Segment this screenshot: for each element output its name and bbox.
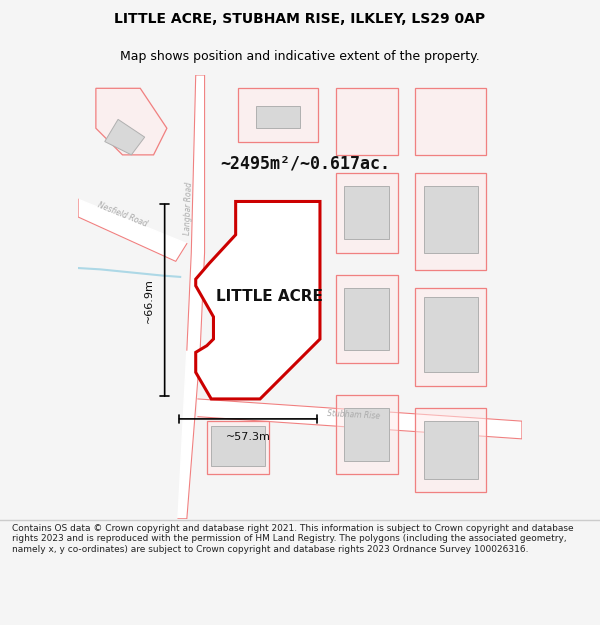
Polygon shape [415,88,487,155]
Polygon shape [196,201,320,399]
Polygon shape [211,426,265,466]
Polygon shape [344,288,389,350]
Polygon shape [178,75,205,519]
Polygon shape [224,292,260,332]
Text: LITTLE ACRE, STUBHAM RISE, ILKLEY, LS29 0AP: LITTLE ACRE, STUBHAM RISE, ILKLEY, LS29 … [115,12,485,26]
Text: Stubham Rise: Stubham Rise [326,409,380,421]
Polygon shape [238,88,318,141]
Polygon shape [198,399,522,439]
Polygon shape [344,408,389,461]
Text: ~57.3m: ~57.3m [226,432,271,442]
Text: ~66.9m: ~66.9m [143,278,154,322]
Polygon shape [335,394,398,474]
Text: Langbar Road: Langbar Road [183,181,194,235]
Polygon shape [424,421,478,479]
Text: Nesfield Road: Nesfield Road [97,201,149,229]
Text: Map shows position and indicative extent of the property.: Map shows position and indicative extent… [120,50,480,62]
Text: LITTLE ACRE: LITTLE ACRE [215,289,322,304]
Polygon shape [424,186,478,253]
Polygon shape [415,288,487,386]
Polygon shape [415,408,487,492]
Polygon shape [415,173,487,270]
Polygon shape [335,88,398,155]
Text: Contains OS data © Crown copyright and database right 2021. This information is : Contains OS data © Crown copyright and d… [12,524,574,554]
Polygon shape [335,274,398,363]
Polygon shape [78,199,187,261]
Polygon shape [256,106,300,128]
Polygon shape [424,297,478,372]
Polygon shape [105,119,145,155]
Polygon shape [96,88,167,155]
Text: ~2495m²/~0.617ac.: ~2495m²/~0.617ac. [220,155,390,172]
Polygon shape [335,173,398,253]
Polygon shape [207,421,269,474]
Polygon shape [344,186,389,239]
